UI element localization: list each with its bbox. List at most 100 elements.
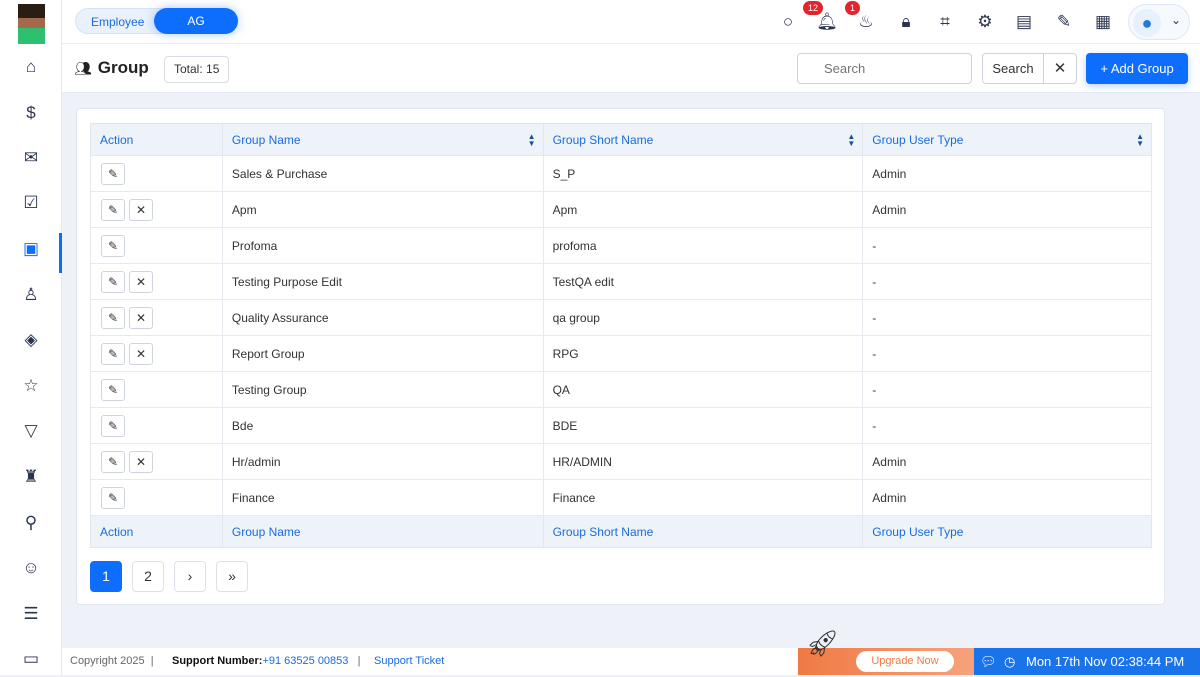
user-avatar-icon: ● [1133, 9, 1161, 37]
last-page-button[interactable]: » [216, 561, 248, 592]
footer-header-user-type: Group User Type [862, 515, 1152, 548]
delete-icon[interactable]: ✕ [129, 198, 153, 221]
group-name-cell: Bde [221, 407, 544, 444]
group-user-type-cell: - [862, 299, 1152, 336]
bell-icon[interactable]: 🔔︎ [816, 12, 838, 31]
toggle-employee[interactable]: Employee [91, 15, 145, 29]
edit-icon[interactable]: ✎ [101, 378, 125, 401]
group-user-type-cell: - [862, 227, 1152, 264]
layers-icon[interactable]: ◈ [24, 330, 38, 349]
edit-icon[interactable]: ✎ [101, 486, 125, 509]
group-short-name-cell: qa group [542, 299, 864, 336]
footer: Copyright 2025 | Support Number:+91 6352… [62, 630, 1200, 675]
gear-icon[interactable]: ⚙ [977, 12, 993, 31]
payroll-icon[interactable]: $ [26, 103, 36, 122]
group-user-type-cell: Admin [862, 479, 1152, 516]
mode-toggle[interactable]: Employee AG [75, 8, 238, 34]
search-button[interactable]: Search [982, 53, 1044, 84]
wallet-icon[interactable]: ▣ [0, 231, 62, 273]
delete-icon[interactable]: ✕ [129, 450, 153, 473]
action-cell: ✎ [90, 371, 223, 408]
edit-icon[interactable]: ✎ [101, 234, 125, 257]
face-scan-icon[interactable]: ⌗ [940, 12, 950, 31]
clock-icon: ◷ [1004, 654, 1016, 669]
clear-search-button[interactable]: ✕ [1043, 53, 1077, 84]
add-group-button[interactable]: + Add Group [1086, 53, 1188, 84]
page-2-button[interactable]: 2 [132, 561, 164, 592]
group-name-cell: Report Group [221, 335, 544, 372]
edit-icon[interactable]: ✎ [101, 414, 125, 437]
group-short-name-cell: S_P [542, 155, 864, 192]
action-cell: ✎ [90, 407, 223, 444]
table-row: ✎ Profoma profoma - [90, 227, 1152, 264]
chat-icon[interactable]: ☺ [22, 558, 40, 577]
inbox-icon[interactable]: ✉ [23, 148, 39, 167]
delete-icon[interactable]: ✕ [129, 342, 153, 365]
pin-icon[interactable]: ✎ [1056, 12, 1072, 31]
group-short-name-cell: BDE [542, 407, 864, 444]
user-menu[interactable]: ● ⌄ [1128, 4, 1190, 40]
apps-grid-icon[interactable]: ▦ [1094, 12, 1112, 31]
edit-icon[interactable]: ✎ [101, 342, 125, 365]
column-header-user-type[interactable]: Group User Type ▲ ▼ [862, 123, 1152, 156]
chat-help-icon[interactable]: 💬︎ [980, 654, 997, 669]
search-icon[interactable]: ○ [782, 12, 794, 31]
footer-header-short-name: Group Short Name [542, 515, 864, 548]
search-money-icon[interactable]: ⚲ [24, 513, 38, 532]
copyright-text: Copyright 2025 [70, 655, 145, 667]
group-short-name-cell: QA [542, 371, 864, 408]
checklist-icon[interactable]: ☑ [23, 193, 39, 212]
form-icon[interactable]: ☰ [23, 604, 39, 623]
table-row: ✎ Testing Group QA - [90, 371, 1152, 408]
devices-icon[interactable]: ▭ [22, 649, 40, 668]
edit-icon[interactable]: ✎ [101, 450, 125, 473]
rocket-icon: 🚀︎ [806, 628, 840, 658]
next-page-button[interactable]: › [174, 561, 206, 592]
edit-icon[interactable]: ✎ [101, 198, 125, 221]
edit-icon[interactable]: ✎ [101, 306, 125, 329]
group-user-type-cell: - [862, 371, 1152, 408]
table-row: ✎ ✕ Quality Assurance qa group - [90, 299, 1152, 336]
notes-icon[interactable]: ▤ [1015, 12, 1033, 31]
table-row: ✎ Bde BDE - [90, 407, 1152, 444]
profile-photo[interactable] [18, 4, 45, 44]
support-phone-link[interactable]: +91 63525 00853 [262, 655, 349, 667]
user-check-icon[interactable]: ♙ [23, 285, 39, 304]
birthday-cake-icon[interactable]: ♨ [858, 12, 874, 31]
stamp-icon[interactable]: ♜ [23, 467, 39, 486]
support-ticket-link[interactable]: Support Ticket [374, 655, 445, 667]
table-row: ✎ ✕ Apm Apm Admin [90, 191, 1152, 228]
current-datetime: Mon 17th Nov 02:38:44 PM [1026, 654, 1185, 669]
group-short-name-cell: HR/ADMIN [542, 443, 864, 480]
page-1-button[interactable]: 1 [90, 561, 122, 592]
sort-icon[interactable]: ▲ ▼ [527, 132, 536, 148]
home-icon[interactable]: ⌂ [25, 57, 37, 76]
user-star-icon[interactable]: ☆ [23, 376, 39, 395]
column-header-short-name[interactable]: Group Short Name ▲ ▼ [542, 123, 864, 156]
edit-icon[interactable]: ✎ [101, 162, 125, 185]
group-user-type-cell: Admin [862, 191, 1152, 228]
lock-icon[interactable]: 🔒︎ [901, 12, 911, 31]
column-label: Group User Type [872, 132, 964, 147]
group-user-type-cell: - [862, 335, 1152, 372]
group-short-name-cell: Finance [542, 479, 864, 516]
column-header-group-name[interactable]: Group Name ▲ ▼ [221, 123, 544, 156]
sort-icon[interactable]: ▲ ▼ [1136, 132, 1144, 148]
edit-icon[interactable]: ✎ [101, 270, 125, 293]
sort-icon[interactable]: ▲ ▼ [847, 132, 856, 148]
upgrade-now-button[interactable]: Upgrade Now [856, 651, 954, 672]
column-label: Group Short Name [552, 132, 654, 147]
footer-header-group-name: Group Name [221, 515, 544, 548]
delete-icon[interactable]: ✕ [129, 306, 153, 329]
search-input[interactable] [797, 53, 972, 84]
support-label: Support Number: [172, 655, 263, 667]
toggle-ag[interactable]: AG [154, 8, 238, 34]
chevron-down-icon: ⌄ [1170, 13, 1181, 27]
group-name-cell: Apm [221, 191, 544, 228]
add-group-label: Add Group [1110, 61, 1174, 76]
delete-icon[interactable]: ✕ [129, 270, 153, 293]
group-name-cell: Finance [221, 479, 544, 516]
group-name-cell: Quality Assurance [221, 299, 544, 336]
filter-icon[interactable]: ▽ [24, 421, 38, 440]
pagination: 1 2 › » [90, 561, 248, 592]
